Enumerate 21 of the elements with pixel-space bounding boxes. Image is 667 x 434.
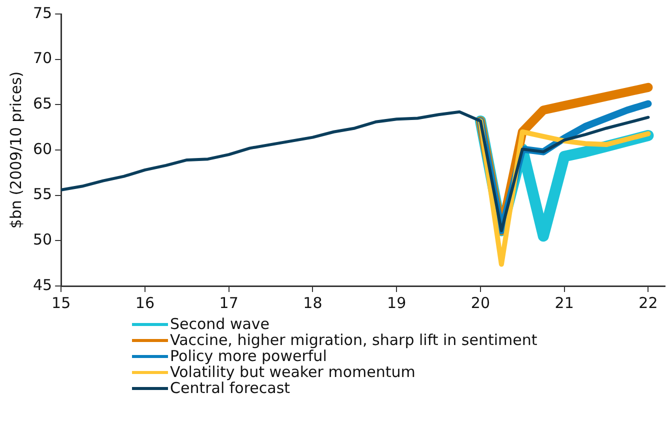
x-tick-label: 18	[303, 294, 322, 312]
legend-label: Volatility but weaker momentum	[170, 363, 416, 381]
y-tick-label: 60	[32, 140, 52, 158]
legend-label: Second wave	[170, 315, 270, 333]
x-tick-label: 22	[638, 294, 658, 312]
y-tick-label: 65	[32, 94, 52, 113]
x-tick-label: 19	[387, 294, 406, 312]
x-tick-label: 17	[219, 294, 238, 312]
y-axis-title: $bn (2009/10 prices)	[6, 71, 25, 229]
legend-label: Vaccine, higher migration, sharp lift in sentiment	[170, 331, 538, 349]
y-tick-label: 45	[32, 276, 52, 294]
x-tick-label: 16	[135, 294, 155, 312]
legend-label: Central forecast	[170, 379, 290, 397]
y-tick-label: 70	[32, 49, 52, 68]
x-tick-label: 20	[470, 294, 490, 312]
x-tick-label: 21	[554, 294, 574, 312]
y-tick-label: 50	[32, 230, 52, 249]
y-tick-label: 75	[32, 4, 52, 22]
y-tick-label: 55	[32, 185, 52, 204]
legend-label: Policy more powerful	[170, 347, 327, 365]
x-tick-label: 15	[52, 294, 71, 312]
